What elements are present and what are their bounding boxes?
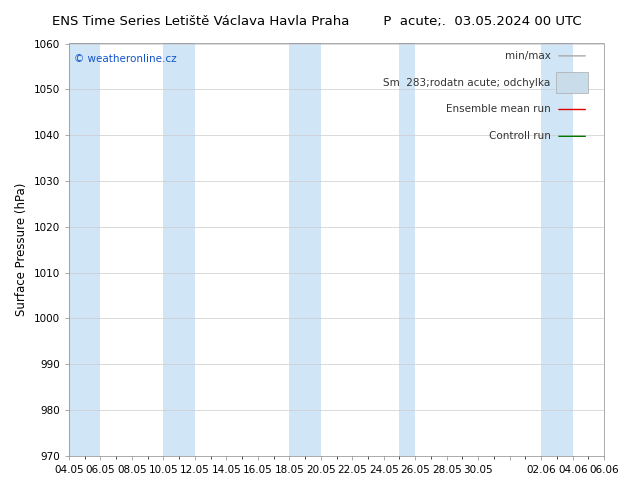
Bar <box>69 44 100 456</box>
Text: Controll run: Controll run <box>489 131 551 141</box>
FancyBboxPatch shape <box>556 73 588 93</box>
Text: Ensemble mean run: Ensemble mean run <box>446 104 551 115</box>
Text: © weatheronline.cz: © weatheronline.cz <box>74 54 177 64</box>
Text: ENS Time Series Letiště Václava Havla Praha        P  acute;.  03.05.2024 00 UTC: ENS Time Series Letiště Václava Havla Pr… <box>52 15 582 28</box>
Bar <box>289 44 321 456</box>
Y-axis label: Surface Pressure (hPa): Surface Pressure (hPa) <box>15 183 28 317</box>
Text: Sm  283;rodatn acute; odchylka: Sm 283;rodatn acute; odchylka <box>384 78 551 88</box>
Bar <box>541 44 573 456</box>
Text: min/max: min/max <box>505 51 551 61</box>
Bar <box>164 44 195 456</box>
Bar <box>399 44 415 456</box>
